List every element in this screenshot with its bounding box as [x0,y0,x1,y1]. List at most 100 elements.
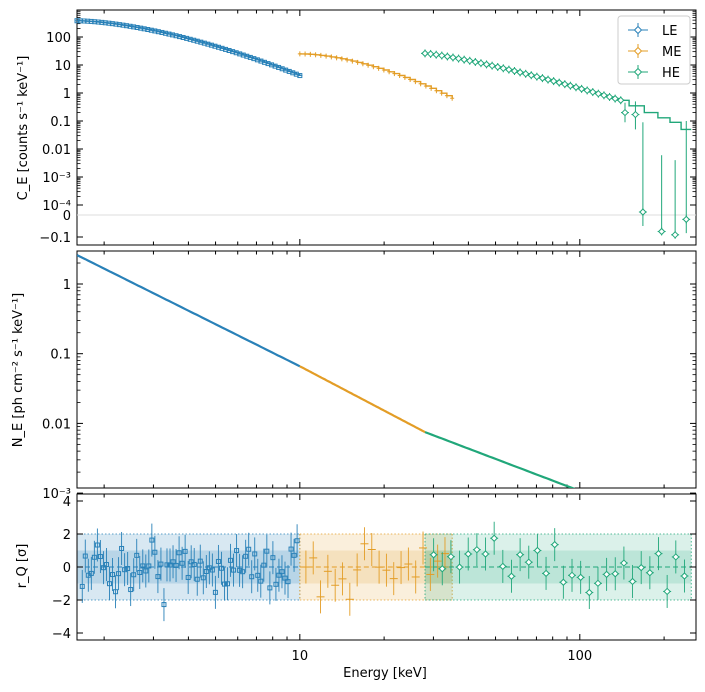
he-tail-point [631,110,640,119]
he-residual-point [646,569,654,577]
le-residual-point [228,557,234,563]
he-point [617,96,625,104]
le-residual-point [173,562,179,568]
le-residual-point [152,549,158,555]
le-residual-point [143,568,149,574]
he-point [488,61,496,70]
legend-label-me: ME [662,45,681,60]
he-residual-point [585,588,594,597]
he-residual-point [654,549,663,558]
counts-y-tick-label: 0 [63,209,71,224]
le-residual-point [97,554,103,560]
residual-y-tick-label: −4 [52,627,71,642]
legend-label-le: LE [662,24,677,39]
le-residual-point [188,559,194,565]
le-residual-point [215,558,221,564]
he-point [482,60,491,69]
counts-y-tick-label: 10⁻⁴ [42,199,71,214]
he-residual-point [672,553,680,561]
he-tail-point [682,215,690,224]
he-tail-point [657,227,666,236]
le-residual-point [116,571,122,577]
he-residual-point [611,570,619,578]
he-point [594,89,603,98]
he-residual-point [481,550,490,558]
legend-marker [633,46,643,56]
le-residual-point [125,566,131,572]
residual-y-tick-label: 4 [63,495,71,510]
he-point [477,59,485,67]
le-residual-point [119,545,125,551]
he-residual-point [490,534,498,542]
residual-y-tick-label: 0 [63,561,71,576]
he-residual-point [576,573,585,582]
he-residual-point [507,572,516,580]
le-residual-point [134,552,140,558]
he-point [611,94,619,103]
le-residual-point [149,537,155,543]
le-residual-point [179,560,185,566]
le-residual-point [194,576,200,582]
le-residual-point [146,563,152,569]
he-point [460,55,468,64]
model-line-he [424,431,576,488]
he-residual-point [438,565,446,573]
he-point [533,72,541,81]
residual-ylabel: r_Q [σ] [15,544,30,589]
he-point [600,91,608,100]
he-point [432,50,440,59]
he-residual-point [542,569,550,578]
he-residual-point [447,552,455,561]
le-point [297,73,303,79]
le-residual-point [122,567,128,573]
he-point [577,85,586,93]
le-residual-point [294,538,300,544]
he-point [566,82,575,90]
he-residual-point [602,570,611,579]
legend-marker [633,67,643,77]
le-residual-point [261,562,267,568]
le-residual-point [291,552,297,558]
le-residual-point [276,572,282,578]
le-residual-point [249,574,255,580]
le-residual-point [197,558,203,564]
he-point [494,63,502,71]
energy-xlabel: Energy [keV] [343,666,427,681]
le-residual-point [131,572,137,578]
he-residual-point [620,559,628,567]
le-residual-point [225,581,231,587]
le-residual-point [113,589,119,595]
model-line-le [77,254,301,368]
le-residual-point [246,546,252,552]
le-residual-point [234,548,240,554]
he-point [544,75,552,84]
le-residual-point [285,579,291,585]
le-residual-point [237,567,243,573]
le-residual-point [200,575,206,581]
counts-y-tick-label: 100 [46,31,71,46]
counts-y-tick-label: 0.1 [50,115,71,130]
le-residual-point [100,565,106,571]
le-residual-point [103,562,109,568]
legend-box [617,15,691,85]
le-residual-point [258,578,264,584]
le-residual-point [288,546,294,552]
residual-y-tick-label: 2 [63,528,71,543]
he-point [589,88,597,96]
model-ylabel: N_E [ph cm⁻² s⁻¹ keV⁻¹] [11,293,26,447]
le-residual-point [279,569,285,575]
he-tail-point [639,208,647,216]
he-point [438,51,446,60]
counts-y-tick-label: −0.1 [39,231,71,246]
le-residual-point [273,581,279,587]
counts-ylabel: C_E [counts s⁻¹ keV⁻¹] [16,56,31,201]
he-point [510,67,519,75]
he-tail-point [671,231,679,239]
counts-y-tick-label: 10 [54,59,71,74]
le-residual-point [182,548,188,554]
model-y-tick-label: 1 [63,278,71,293]
he-residual-point [637,563,645,572]
he-point [516,68,524,77]
